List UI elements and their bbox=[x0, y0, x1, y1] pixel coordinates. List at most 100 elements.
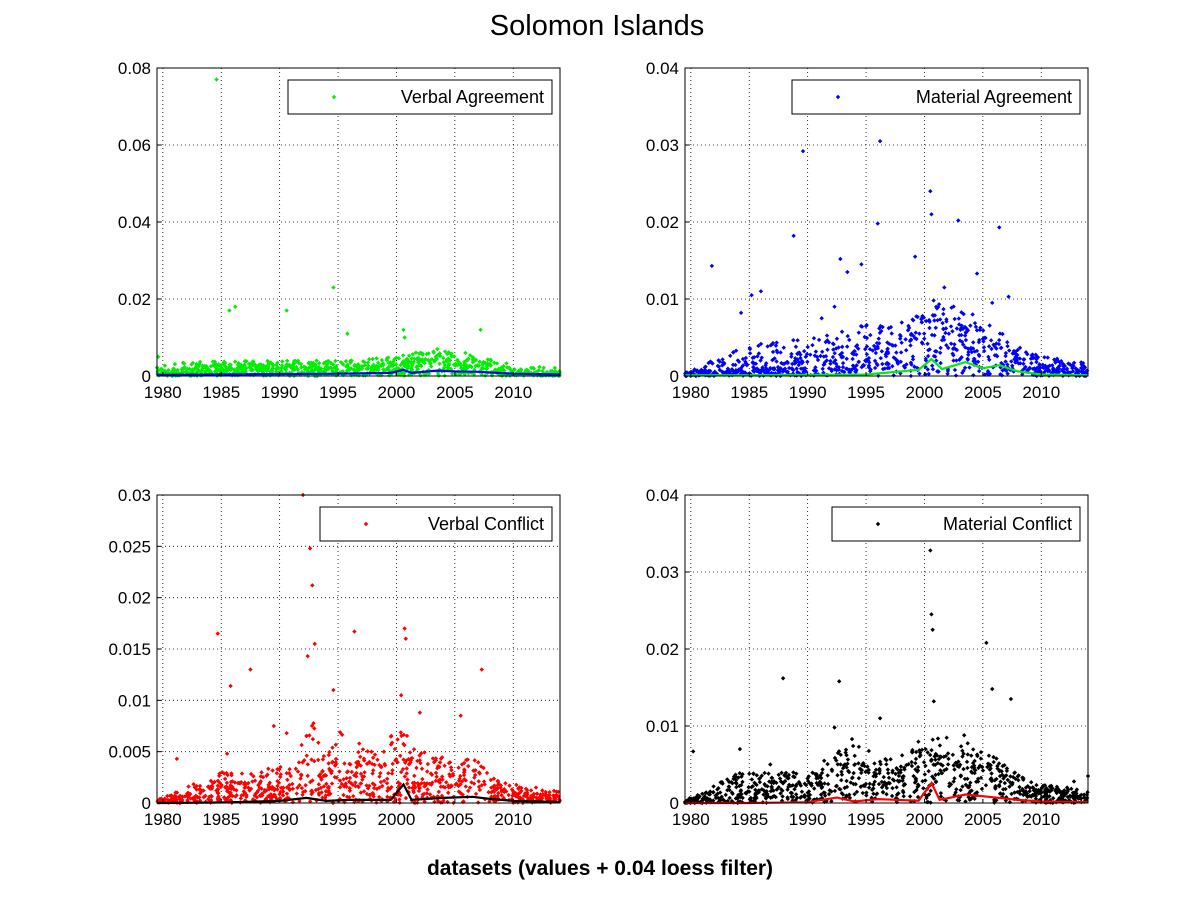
data-point bbox=[834, 364, 840, 369]
data-point bbox=[893, 343, 898, 348]
data-point bbox=[528, 788, 534, 793]
x-tick-label: 2000 bbox=[378, 383, 416, 402]
data-point bbox=[844, 778, 849, 784]
data-point bbox=[419, 357, 425, 362]
data-point bbox=[769, 775, 775, 781]
data-point bbox=[721, 797, 726, 803]
legend-marker bbox=[331, 94, 337, 100]
data-point bbox=[768, 365, 773, 371]
data-point bbox=[898, 770, 903, 775]
data-point bbox=[991, 754, 996, 760]
data-point bbox=[978, 756, 984, 761]
data-point bbox=[467, 353, 473, 358]
data-point bbox=[879, 779, 885, 785]
data-point bbox=[938, 768, 943, 773]
data-point bbox=[953, 790, 958, 795]
data-point bbox=[846, 768, 851, 774]
data-point bbox=[232, 359, 238, 364]
data-point-outlier bbox=[961, 733, 967, 738]
data-point bbox=[955, 760, 960, 765]
data-point bbox=[921, 760, 927, 765]
data-point bbox=[540, 792, 546, 797]
data-point bbox=[198, 370, 204, 375]
data-point bbox=[325, 358, 331, 364]
y-tick-label: 0.005 bbox=[108, 743, 151, 762]
data-point bbox=[438, 756, 444, 761]
data-point bbox=[284, 771, 289, 776]
data-point bbox=[494, 361, 500, 366]
data-point bbox=[385, 799, 390, 804]
data-point bbox=[747, 346, 753, 352]
data-point bbox=[385, 776, 390, 781]
data-point bbox=[938, 794, 944, 799]
data-point bbox=[913, 330, 918, 335]
data-point bbox=[863, 346, 868, 352]
x-tick-label: 2000 bbox=[906, 810, 944, 829]
data-point bbox=[531, 373, 536, 378]
data-point bbox=[883, 354, 889, 359]
data-point bbox=[210, 363, 216, 368]
y-tick-label: 0.08 bbox=[118, 59, 151, 78]
data-point bbox=[1033, 788, 1038, 794]
data-point bbox=[945, 751, 951, 756]
data-point bbox=[727, 369, 732, 374]
data-point bbox=[913, 760, 918, 766]
data-point bbox=[774, 340, 779, 345]
data-point bbox=[1049, 788, 1054, 793]
data-point bbox=[873, 350, 879, 356]
data-point bbox=[954, 326, 960, 331]
data-point bbox=[950, 752, 956, 758]
data-point bbox=[941, 754, 947, 760]
data-point bbox=[881, 774, 886, 780]
data-point bbox=[1074, 791, 1079, 796]
data-point-outlier bbox=[174, 756, 180, 762]
data-point bbox=[850, 356, 855, 362]
data-point bbox=[976, 352, 982, 358]
data-point bbox=[931, 298, 936, 303]
data-point bbox=[524, 787, 530, 793]
data-point bbox=[941, 337, 947, 342]
legend-label: Material Agreement bbox=[916, 87, 1072, 107]
data-point bbox=[829, 789, 834, 794]
data-point-outlier bbox=[875, 221, 880, 226]
data-point bbox=[395, 737, 400, 742]
data-point-outlier bbox=[877, 716, 883, 721]
data-point bbox=[1066, 797, 1072, 803]
data-point bbox=[952, 342, 957, 347]
data-point bbox=[821, 362, 826, 368]
data-point bbox=[805, 790, 810, 795]
data-point bbox=[351, 793, 356, 799]
data-point bbox=[295, 769, 301, 774]
data-point bbox=[969, 769, 974, 774]
data-point bbox=[409, 755, 415, 761]
data-point bbox=[396, 790, 402, 795]
data-point bbox=[471, 781, 477, 786]
data-point bbox=[503, 781, 508, 786]
data-point bbox=[1003, 786, 1008, 792]
data-point bbox=[347, 775, 353, 781]
data-point-outlier bbox=[310, 583, 315, 588]
data-point bbox=[224, 780, 230, 786]
data-point bbox=[350, 782, 356, 787]
data-point bbox=[740, 795, 745, 801]
data-point bbox=[809, 781, 814, 786]
data-point-outlier bbox=[233, 304, 238, 309]
data-point bbox=[412, 773, 417, 779]
data-point bbox=[832, 367, 837, 372]
data-point bbox=[215, 795, 221, 801]
data-point-outlier bbox=[228, 683, 233, 689]
loess-trend-line bbox=[156, 368, 561, 376]
data-point bbox=[972, 767, 977, 772]
data-point bbox=[1045, 355, 1050, 360]
data-point bbox=[462, 768, 467, 773]
data-point bbox=[760, 366, 765, 372]
data-point bbox=[1045, 794, 1050, 799]
data-point bbox=[851, 781, 856, 787]
data-point bbox=[329, 770, 334, 776]
data-point bbox=[212, 369, 218, 374]
data-point bbox=[196, 364, 201, 369]
data-point bbox=[1074, 787, 1080, 792]
data-point bbox=[434, 356, 440, 362]
data-point bbox=[836, 345, 841, 350]
data-point bbox=[716, 785, 721, 791]
